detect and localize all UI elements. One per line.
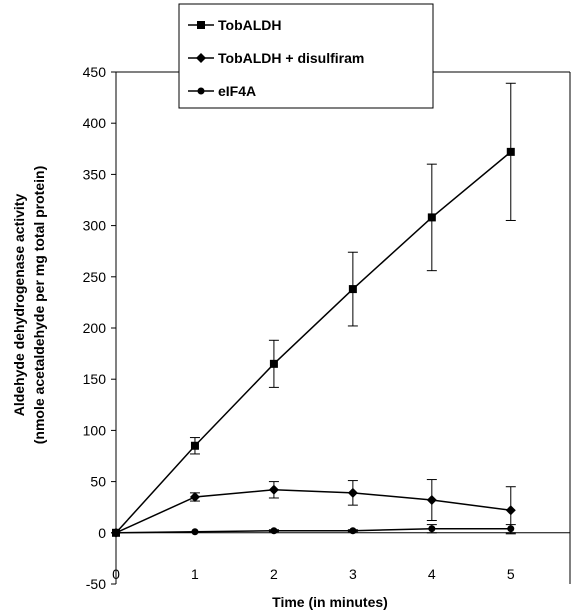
series-tobaldh bbox=[112, 82, 516, 537]
legend-label-eif4a: eIF4A bbox=[218, 83, 256, 99]
series-line-tobaldh bbox=[115, 151, 512, 534]
data-point-eif4a-0 bbox=[112, 529, 120, 537]
x-tick-label-1: 1 bbox=[191, 566, 199, 582]
data-point-tobaldh-2 bbox=[269, 359, 278, 368]
y-tick-label-4: 150 bbox=[83, 371, 107, 387]
data-point-tobaldh-disulfiram-1 bbox=[189, 491, 200, 502]
y-tick-label-5: 200 bbox=[83, 320, 107, 336]
series-eif4a bbox=[112, 524, 516, 537]
data-point-tobaldh-disulfiram-5 bbox=[505, 505, 516, 516]
y-tick-label-6: 250 bbox=[83, 269, 107, 285]
legend-marker-tobaldh bbox=[197, 21, 205, 29]
data-point-eif4a-5 bbox=[507, 525, 515, 533]
data-point-eif4a-4 bbox=[428, 525, 436, 533]
x-tick-label-0: 0 bbox=[112, 566, 120, 582]
data-point-eif4a-2 bbox=[270, 527, 278, 535]
y-tick-label-0: -50 bbox=[86, 576, 106, 592]
plot-area bbox=[111, 71, 571, 584]
y-axis-label-line2: (nmole acetaldehyde per mg total protein… bbox=[31, 166, 47, 445]
x-axis: 0 1 2 3 4 5 bbox=[112, 532, 570, 582]
data-point-eif4a-3 bbox=[349, 527, 357, 535]
series-tobaldh-disulfiram bbox=[111, 479, 516, 538]
data-point-tobaldh-4 bbox=[427, 213, 436, 222]
data-point-tobaldh-5 bbox=[506, 147, 515, 156]
series-line-eif4a bbox=[115, 527, 511, 534]
y-tick-label-3: 100 bbox=[83, 422, 107, 438]
x-tick-label-4: 4 bbox=[428, 566, 436, 582]
legend-marker-eif4a bbox=[197, 87, 205, 95]
x-tick-label-3: 3 bbox=[349, 566, 357, 582]
series-line-tobaldh-disulfiram bbox=[115, 489, 511, 534]
y-axis-label-line1: Aldehyde dehydrogenase activity bbox=[11, 194, 27, 417]
legend: TobALDH TobALDH + disulfiram eIF4A bbox=[178, 3, 434, 109]
legend-label-tobaldh: TobALDH bbox=[218, 17, 282, 33]
y-tick-label-8: 350 bbox=[83, 166, 107, 182]
y-tick-label-7: 300 bbox=[83, 218, 107, 234]
data-point-tobaldh-disulfiram-2 bbox=[268, 484, 279, 495]
legend-marker-tobaldh-disulfiram bbox=[196, 53, 206, 63]
data-point-eif4a-1 bbox=[191, 528, 199, 536]
y-axis: -50 0 50 100 150 200 250 300 350 400 450 bbox=[83, 64, 117, 592]
legend-label-tobaldh-disulfiram: TobALDH + disulfiram bbox=[218, 50, 364, 66]
x-tick-label-5: 5 bbox=[507, 566, 515, 582]
y-tick-label-10: 450 bbox=[83, 64, 107, 80]
y-tick-label-2: 50 bbox=[90, 474, 106, 490]
x-axis-label: Time (in minutes) bbox=[272, 594, 388, 610]
data-point-tobaldh-3 bbox=[348, 285, 357, 294]
data-point-tobaldh-1 bbox=[190, 441, 199, 450]
data-point-tobaldh-disulfiram-4 bbox=[426, 495, 437, 506]
legend-box bbox=[178, 3, 434, 109]
y-tick-label-9: 400 bbox=[83, 115, 107, 131]
x-tick-label-2: 2 bbox=[270, 566, 278, 582]
data-point-tobaldh-disulfiram-3 bbox=[347, 487, 358, 498]
y-tick-label-1: 0 bbox=[98, 525, 106, 541]
